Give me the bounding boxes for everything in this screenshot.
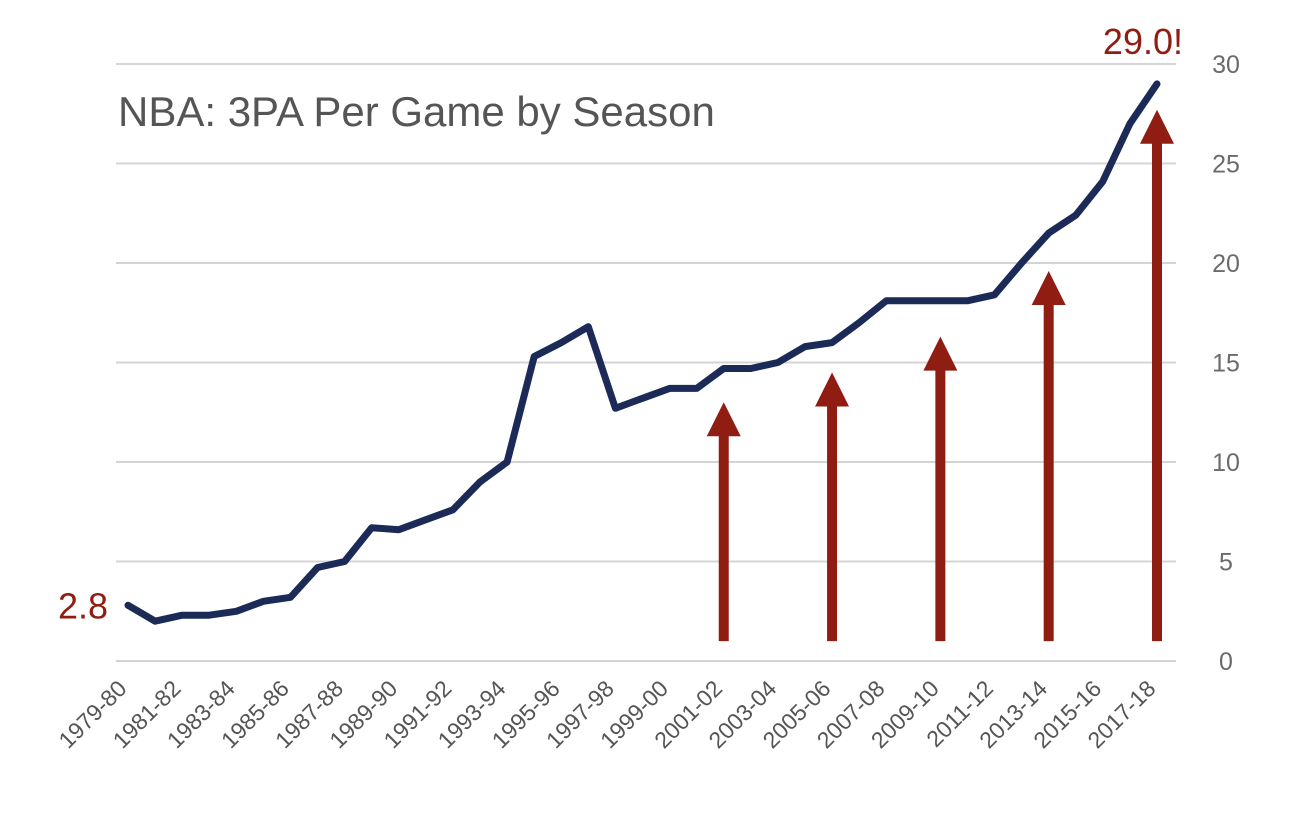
data-point bbox=[125, 602, 131, 608]
data-point bbox=[152, 618, 158, 624]
data-point bbox=[260, 598, 266, 604]
data-point bbox=[179, 612, 185, 618]
arrow-head bbox=[1031, 270, 1066, 305]
data-point bbox=[342, 559, 348, 565]
data-point bbox=[612, 405, 618, 411]
data-point bbox=[369, 525, 375, 531]
data-point bbox=[856, 320, 862, 326]
y-tick-label: 5 bbox=[1219, 549, 1233, 577]
data-point bbox=[1154, 81, 1160, 87]
data-point bbox=[910, 298, 916, 304]
y-tick-label: 20 bbox=[1212, 250, 1240, 278]
gridlines bbox=[116, 63, 1176, 662]
y-tick-label: 15 bbox=[1212, 350, 1240, 378]
value-annotation: 29.0! bbox=[1103, 21, 1183, 62]
growth-arrow bbox=[706, 402, 741, 642]
data-point bbox=[315, 564, 321, 570]
data-point bbox=[287, 594, 293, 600]
data-point bbox=[396, 527, 402, 533]
data-point bbox=[504, 459, 510, 465]
data-point bbox=[667, 385, 673, 391]
series-line bbox=[124, 80, 1161, 625]
data-point bbox=[829, 340, 835, 346]
data-point bbox=[558, 340, 564, 346]
data-point bbox=[206, 612, 212, 618]
arrow-head bbox=[815, 372, 850, 407]
data-point bbox=[1019, 260, 1025, 266]
data-point bbox=[233, 608, 239, 614]
data-point bbox=[883, 298, 889, 304]
value-annotation: 2.8 bbox=[58, 585, 108, 626]
arrow-head bbox=[923, 336, 958, 371]
growth-arrow bbox=[923, 336, 958, 642]
growth-arrows bbox=[706, 109, 1174, 642]
x-axis-ticks: 1979-801981-821983-841985-861987-881989-… bbox=[53, 675, 1160, 753]
growth-arrow bbox=[1140, 109, 1174, 642]
data-point bbox=[721, 365, 727, 371]
data-point bbox=[477, 479, 483, 485]
data-points bbox=[125, 81, 1160, 624]
data-point bbox=[585, 324, 591, 330]
data-point bbox=[802, 344, 808, 350]
arrow-head bbox=[1140, 109, 1174, 144]
data-point bbox=[694, 385, 700, 391]
data-point bbox=[450, 507, 456, 513]
data-point bbox=[1073, 212, 1079, 218]
y-tick-label: 0 bbox=[1219, 648, 1233, 676]
annotations: 2.8 29.0! bbox=[58, 21, 1183, 626]
data-point bbox=[937, 298, 943, 304]
y-tick-label: 25 bbox=[1212, 151, 1240, 179]
data-point bbox=[1100, 178, 1106, 184]
growth-arrow bbox=[815, 372, 850, 642]
data-point bbox=[531, 354, 537, 360]
y-tick-label: 10 bbox=[1212, 449, 1240, 477]
data-point bbox=[1127, 121, 1133, 127]
growth-arrow bbox=[1031, 270, 1066, 642]
data-point bbox=[640, 395, 646, 401]
data-point bbox=[1046, 230, 1052, 236]
arrow-head bbox=[706, 402, 741, 437]
data-point bbox=[964, 298, 970, 304]
data-point bbox=[775, 360, 781, 366]
y-tick-label: 30 bbox=[1212, 51, 1240, 79]
data-point bbox=[748, 365, 754, 371]
chart-title: NBA: 3PA Per Game by Season bbox=[118, 88, 715, 135]
data-point bbox=[992, 292, 998, 298]
data-point bbox=[423, 517, 429, 523]
y-axis-ticks: 0 5 10 15 20 25 30 bbox=[1212, 51, 1240, 676]
